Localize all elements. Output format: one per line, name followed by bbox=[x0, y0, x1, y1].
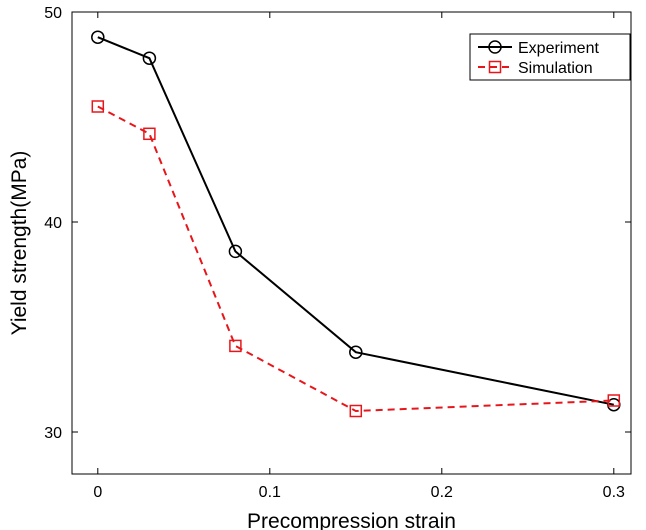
data-point-experiment bbox=[349, 345, 363, 359]
y-tick-label: 40 bbox=[44, 215, 62, 232]
axes-box bbox=[71, 11, 632, 475]
data-point-experiment bbox=[142, 51, 157, 65]
axis-ticks: 0 0.1 0.2 0.3 30 40 50 bbox=[44, 5, 631, 501]
series-line-simulation bbox=[97, 105, 614, 413]
plot-area bbox=[71, 11, 632, 475]
y-tick-label: 50 bbox=[44, 5, 62, 22]
data-point-simulation bbox=[143, 127, 156, 141]
data-point-experiment bbox=[228, 244, 243, 259]
series-experiment bbox=[91, 30, 621, 412]
data-point-experiment bbox=[91, 30, 105, 44]
y-axis-label: Yield strength(MPa) bbox=[8, 151, 31, 336]
y-tick-label: 30 bbox=[44, 425, 62, 442]
series-simulation bbox=[91, 100, 621, 418]
series-layer bbox=[91, 30, 621, 418]
data-point-simulation bbox=[229, 339, 242, 353]
legend: Experiment Simulation bbox=[469, 33, 631, 81]
x-tick-label: 0 bbox=[93, 484, 102, 501]
legend-label-simulation: Simulation bbox=[518, 60, 593, 77]
legend-label-experiment: Experiment bbox=[518, 40, 599, 57]
x-tick-label: 0.3 bbox=[603, 484, 625, 501]
data-point-simulation bbox=[607, 394, 621, 407]
data-point-simulation bbox=[91, 100, 105, 113]
x-tick-label: 0.1 bbox=[259, 484, 281, 501]
series-line-experiment bbox=[97, 36, 614, 406]
legend-marker-experiment bbox=[488, 40, 502, 54]
data-point-simulation bbox=[349, 404, 363, 418]
x-axis-label: Precompression strain bbox=[247, 510, 456, 530]
x-tick-label: 0.2 bbox=[431, 484, 453, 501]
legend-marker-simulation bbox=[488, 60, 502, 74]
